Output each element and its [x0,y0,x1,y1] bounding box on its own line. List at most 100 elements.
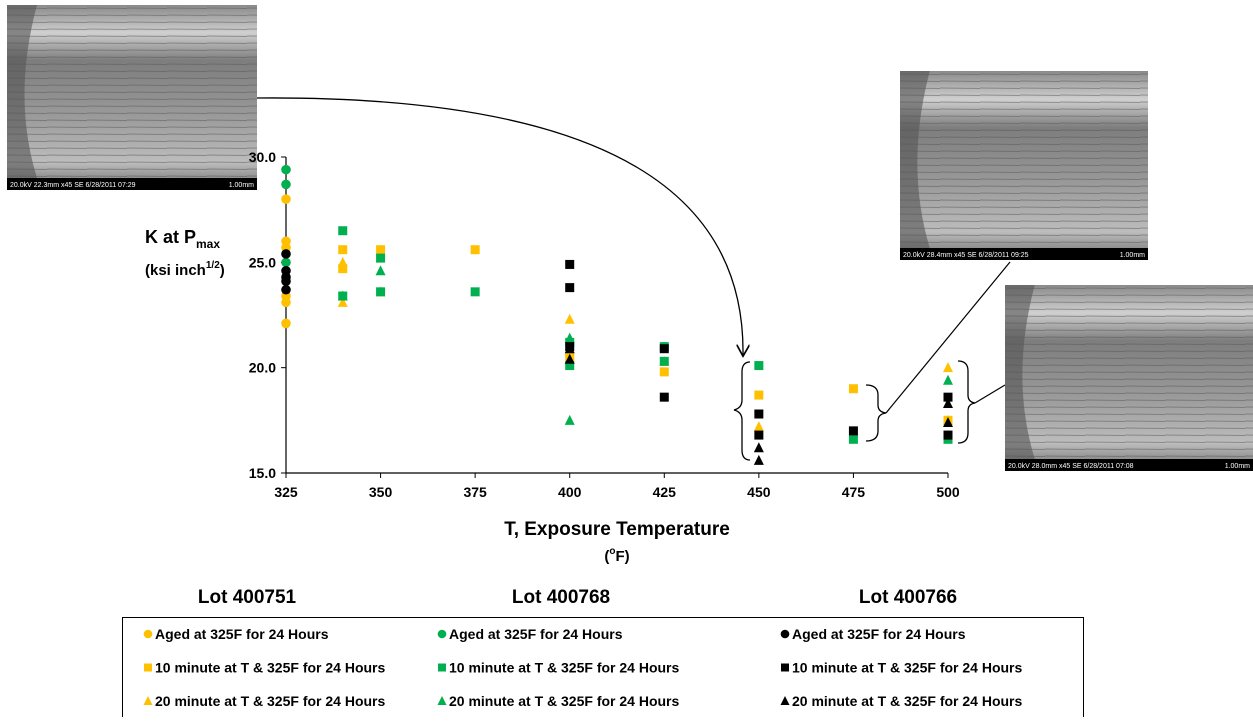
legend-label: 10 minute at T & 325F for 24 Hours [449,660,679,676]
marker-square [470,245,480,255]
marker-square [754,361,764,371]
marker-circle [281,318,291,329]
arrow [256,97,743,355]
marker-square [470,287,480,297]
marker-circle [281,257,291,268]
marker-triangle [564,353,575,364]
marker-square [659,367,669,377]
image-texture [900,71,1148,260]
y-tick-label: 20.0 [249,360,276,376]
image-scale: 1.00mm [1120,252,1145,259]
marker-circle [143,629,153,639]
x-tick-label: 475 [842,484,866,500]
marker-circle [780,629,790,639]
legend-label: 20 minute at T & 325F for 24 Hours [792,693,1022,709]
marker-square [943,392,953,402]
legend-entries: Lot 400751 Lot 400768 Lot 400766 Aged at 32… [143,587,1022,709]
marker-triangle [337,256,348,267]
marker-circle [437,629,447,639]
marker-circle [281,164,291,175]
marker-triangle [143,696,153,705]
x-tick-label: 500 [936,484,960,500]
marker-square [376,253,386,263]
marker-circle [281,194,291,204]
marker-triangle [564,313,575,324]
marker-triangle [943,397,953,408]
legend-label: 10 minute at T & 325F for 24 Hours [792,660,1022,676]
marker-square [144,663,152,672]
marker-triangle [337,296,348,307]
x-tick-label: 375 [463,484,487,500]
marker-circle [281,179,291,190]
legend-label: Aged at 325F for 24 Hours [155,626,329,642]
image-texture [1005,285,1253,471]
marker-square [781,663,789,672]
caption-bar [900,248,1148,260]
brace [733,361,751,461]
legend-group-title: Lot 400766 [859,587,957,608]
marker-square [338,245,348,255]
marker-square [754,430,764,440]
marker-triangle [337,290,348,301]
marker-triangle [780,696,790,705]
legend [122,617,1084,722]
legend-label: 20 minute at T & 325F for 24 Hours [449,693,679,709]
marker-square [848,426,858,436]
image-edge [7,5,37,178]
x-tick-label: 325 [274,484,298,500]
marker-circle [281,284,291,295]
micrograph: 20.0kV 28.4mm x45 SE 6/28/2011 09:25 1.00… [900,71,1148,260]
brace [865,384,887,442]
y-tick-label: 25.0 [249,254,276,270]
connector [885,261,1011,414]
marker-square [848,384,858,394]
image-scale: 1.00mm [1225,463,1250,470]
marker-triangle [943,362,953,373]
marker-square [565,283,575,293]
image-texture [7,5,257,190]
marker-square [438,663,446,672]
image-edge [1005,285,1035,459]
marker-triangle [564,414,575,425]
x-tick-label: 350 [369,484,393,500]
x-axis-label: T, Exposure Temperature [504,519,730,540]
x-tick-label: 450 [747,484,771,500]
marker-square [848,434,858,444]
image-scale: 1.00mm [229,182,254,189]
micrograph: 20.0kV 28.0mm x45 SE 6/28/2011 07:08 1.00… [1005,285,1253,471]
legend-group-title: Lot 400768 [512,587,610,608]
marker-square [565,259,575,269]
marker-triangle [564,343,575,354]
micrograph: 20.0kV 22.3mm x45 SE 6/28/2011 07:29 1.00… [7,5,257,190]
marker-triangle [437,696,447,705]
marker-square [659,344,669,354]
connector [974,384,1006,404]
y-tick-label: 15.0 [249,465,276,481]
x-axis-unit: (oF) [604,546,629,565]
caption-bar [7,178,257,190]
marker-square [659,356,669,366]
y-tick-label: 30.0 [249,149,276,165]
marker-triangle [943,374,953,385]
caption-bar [1005,459,1253,471]
image-edge [900,71,930,248]
marker-circle [281,297,291,308]
legend-label: 10 minute at T & 325F for 24 Hours [155,660,385,676]
image-caption: 20.0kV 22.3mm x45 SE 6/28/2011 07:29 [10,182,136,189]
legend-label: 20 minute at T & 325F for 24 Hours [155,693,385,709]
x-tick-label: 400 [558,484,582,500]
x-tick-label: 425 [653,484,677,500]
marker-square [754,409,764,419]
marker-circle [281,276,291,287]
marker-square [659,392,669,402]
image-caption: 20.0kV 28.4mm x45 SE 6/28/2011 09:25 [903,252,1029,259]
brace [957,360,976,444]
marker-square [338,226,348,236]
legend-label: Aged at 325F for 24 Hours [449,626,623,642]
marker-square [376,287,386,297]
marker-square [943,430,953,440]
marker-circle [281,249,291,259]
marker-square [754,390,764,400]
marker-triangle [564,332,575,343]
marker-triangle [753,454,764,465]
